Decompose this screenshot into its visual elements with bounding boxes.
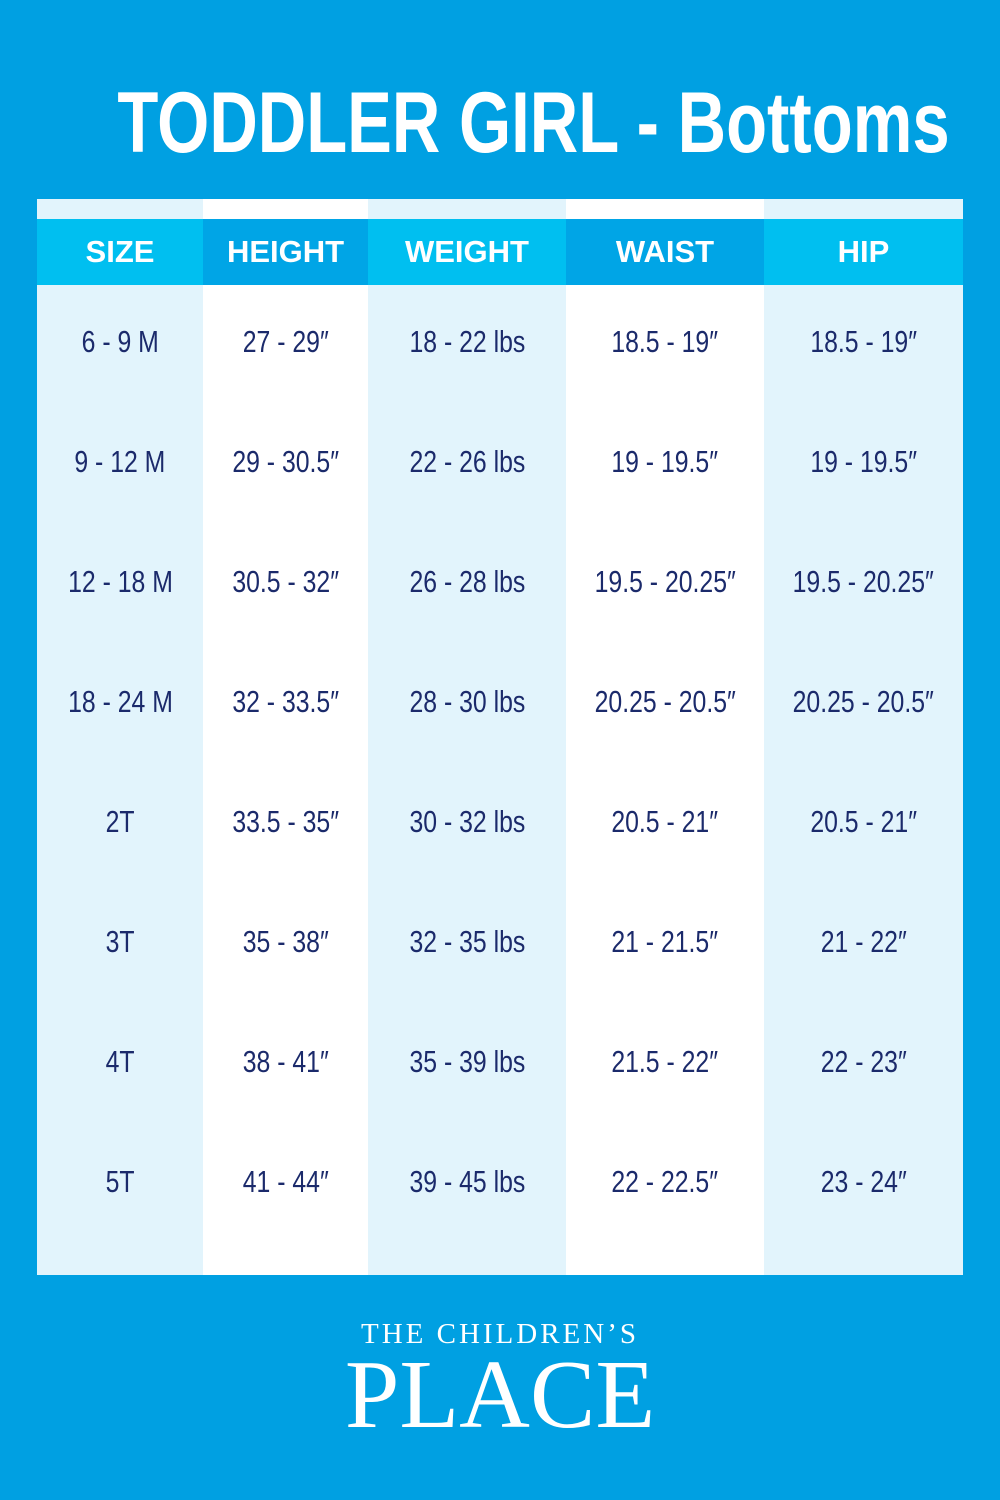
table-column	[203, 199, 368, 1275]
cell-text: 18.5 - 19″	[810, 324, 917, 359]
cell-text: 18 - 24 M	[67, 684, 173, 719]
cell-text: 19.5 - 20.25″	[792, 564, 935, 599]
cell-text: 22 - 23″	[820, 1044, 907, 1079]
table-cell: 30.5 - 32″	[203, 522, 368, 642]
cell-text: 9 - 12 M	[74, 444, 166, 479]
table-cell: 35 - 38″	[203, 882, 368, 1002]
column-header: WEIGHT	[368, 219, 566, 285]
table-cell: 22 - 22.5″	[566, 1122, 764, 1242]
table-cell: 27 - 29″	[203, 282, 368, 402]
cell-text: 18 - 22 lbs	[409, 324, 525, 359]
table-column	[566, 199, 764, 1275]
cell-text: 32 - 35 lbs	[409, 924, 525, 959]
brand-name: PLACE	[344, 1341, 656, 1449]
cell-text: 20.25 - 20.5″	[594, 684, 736, 719]
table-cell: 18 - 24 M	[37, 642, 203, 762]
table-cell: 19 - 19.5″	[764, 402, 963, 522]
table-cell: 23 - 24″	[764, 1122, 963, 1242]
cell-text: 39 - 45 lbs	[409, 1164, 525, 1199]
table-cell: 26 - 28 lbs	[368, 522, 566, 642]
table-cell: 18 - 22 lbs	[368, 282, 566, 402]
table-column	[37, 199, 203, 1275]
column-header: SIZE	[37, 219, 203, 285]
cell-text: 22 - 26 lbs	[409, 444, 525, 479]
table-cell: 21 - 21.5″	[566, 882, 764, 1002]
cell-text: 5T	[105, 1164, 135, 1199]
table-cell: 9 - 12 M	[37, 402, 203, 522]
title-box: TODDLER GIRL - Bottoms	[0, 68, 1000, 178]
cell-text: 4T	[105, 1044, 135, 1079]
table-cell: 22 - 23″	[764, 1002, 963, 1122]
table-cell: 18.5 - 19″	[566, 282, 764, 402]
column-header: HEIGHT	[203, 219, 368, 285]
table-cell: 22 - 26 lbs	[368, 402, 566, 522]
cell-text: 26 - 28 lbs	[409, 564, 525, 599]
table-column	[368, 199, 566, 1275]
table-cell: 18.5 - 19″	[764, 282, 963, 402]
table-cell: 21 - 22″	[764, 882, 963, 1002]
table-cell: 32 - 35 lbs	[368, 882, 566, 1002]
table-cell: 20.25 - 20.5″	[566, 642, 764, 762]
cell-text: 21.5 - 22″	[611, 1044, 719, 1079]
table-cell: 20.5 - 21″	[764, 762, 963, 882]
table-cell: 29 - 30.5″	[203, 402, 368, 522]
cell-text: 19.5 - 20.25″	[594, 564, 736, 599]
table-cell: 21.5 - 22″	[566, 1002, 764, 1122]
cell-text: 19 - 19.5″	[611, 444, 719, 479]
table-cell: 33.5 - 35″	[203, 762, 368, 882]
cell-text: 23 - 24″	[820, 1164, 907, 1199]
table-cell: 20.5 - 21″	[566, 762, 764, 882]
table-cell: 41 - 44″	[203, 1122, 368, 1242]
cell-text: 29 - 30.5″	[232, 444, 339, 479]
brand-line: THE CHILDREN’S	[360, 1318, 639, 1350]
cell-text: 20.25 - 20.5″	[792, 684, 935, 719]
table-cell: 28 - 30 lbs	[368, 642, 566, 762]
cell-text: 6 - 9 M	[81, 324, 159, 359]
table-cell: 19.5 - 20.25″	[566, 522, 764, 642]
cell-text: 30.5 - 32″	[232, 564, 339, 599]
cell-text: 18.5 - 19″	[611, 324, 719, 359]
table-cell: 19.5 - 20.25″	[764, 522, 963, 642]
cell-text: 33.5 - 35″	[232, 804, 339, 839]
cell-text: 2T	[105, 804, 135, 839]
cell-text: 20.5 - 21″	[611, 804, 719, 839]
table-cell: 12 - 18 M	[37, 522, 203, 642]
cell-text: 41 - 44″	[242, 1164, 329, 1199]
table-cell: 32 - 33.5″	[203, 642, 368, 762]
cell-text: 32 - 33.5″	[232, 684, 339, 719]
table-cell: 2T	[37, 762, 203, 882]
table-cell: 35 - 39 lbs	[368, 1002, 566, 1122]
table-cell: 20.25 - 20.5″	[764, 642, 963, 762]
cell-text: 27 - 29″	[242, 324, 329, 359]
table-cell: 39 - 45 lbs	[368, 1122, 566, 1242]
cell-text: 12 - 18 M	[67, 564, 173, 599]
cell-text: 35 - 38″	[242, 924, 329, 959]
column-header: HIP	[764, 219, 963, 285]
cell-text: 20.5 - 21″	[810, 804, 917, 839]
table-cell: 19 - 19.5″	[566, 402, 764, 522]
cell-text: 19 - 19.5″	[810, 444, 917, 479]
table-cell: 4T	[37, 1002, 203, 1122]
cell-text: 38 - 41″	[242, 1044, 329, 1079]
table-cell: 3T	[37, 882, 203, 1002]
column-header: WAIST	[566, 219, 764, 285]
table-cell: 5T	[37, 1122, 203, 1242]
table-cell: 38 - 41″	[203, 1002, 368, 1122]
cell-text: 30 - 32 lbs	[409, 804, 525, 839]
cell-text: 22 - 22.5″	[611, 1164, 719, 1199]
cell-text: 21 - 21.5″	[611, 924, 719, 959]
table-cell: 6 - 9 M	[37, 282, 203, 402]
table-cell: 30 - 32 lbs	[368, 762, 566, 882]
cell-text: 28 - 30 lbs	[409, 684, 525, 719]
cell-text: 3T	[105, 924, 135, 959]
title: TODDLER GIRL - Bottoms	[117, 75, 950, 171]
cell-text: 35 - 39 lbs	[409, 1044, 525, 1079]
cell-text: 21 - 22″	[820, 924, 907, 959]
table-column	[764, 199, 963, 1275]
